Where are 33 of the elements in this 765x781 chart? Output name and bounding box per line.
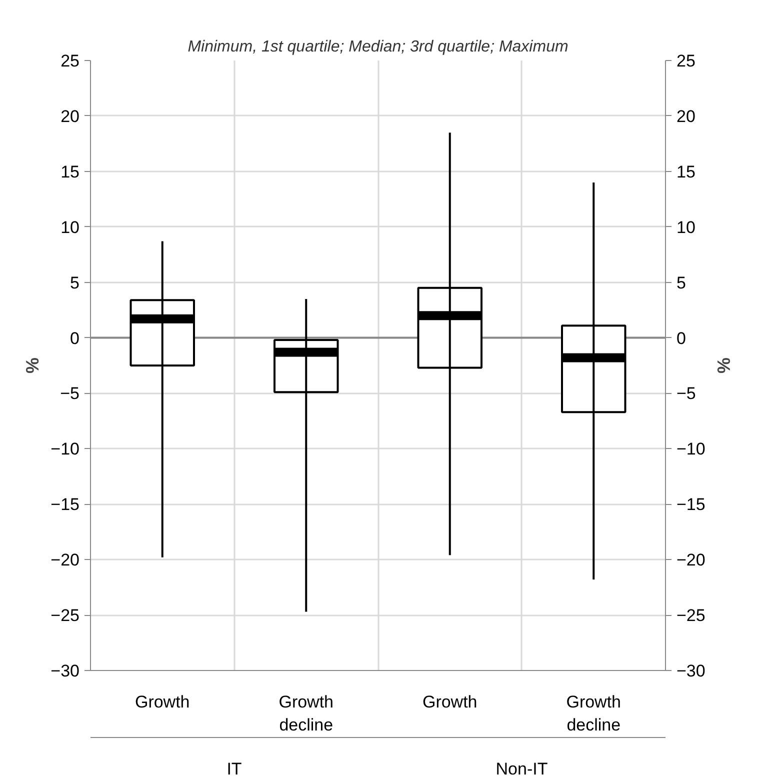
y2-axis-title: % <box>713 358 734 374</box>
y-tick-label: 20 <box>60 106 80 126</box>
y-tick-label: 15 <box>60 162 80 182</box>
y2-tick-label: −25 <box>676 606 706 626</box>
y-tick-label: −15 <box>50 495 80 514</box>
y-tick-label: −20 <box>50 550 80 570</box>
y2-tick-label: −15 <box>676 495 706 514</box>
x-tick-label: Growth <box>422 692 478 712</box>
y2-tick-label: −30 <box>676 662 706 680</box>
y2-tick-label: 20 <box>676 106 696 126</box>
y2-tick-label: 25 <box>676 52 696 70</box>
y2-tick-label: −20 <box>676 550 706 570</box>
y2-tick-label: 5 <box>676 273 686 292</box>
y2-tick-label: 10 <box>676 218 696 237</box>
y-tick-label: 25 <box>60 52 80 70</box>
chart-title: Minimum, 1st quartile; Median; 3rd quartile; Maximum <box>188 38 568 56</box>
text: Non-IT <box>496 760 548 778</box>
y2-tick-label: 15 <box>676 162 696 182</box>
text: IT <box>226 760 242 778</box>
y-tick-label: −10 <box>50 440 80 459</box>
y-tick-label: 10 <box>60 218 80 237</box>
y-axis-title: % <box>22 357 43 374</box>
y-tick-label: −25 <box>50 606 80 626</box>
y-tick-label: 5 <box>70 273 80 292</box>
x-tick-label: Growth decline <box>278 692 334 734</box>
y2-tick-label: −5 <box>676 384 696 404</box>
y-tick-label: −5 <box>60 384 80 404</box>
x-tick-label: Growth decline <box>566 692 622 734</box>
y2-tick-label: 0 <box>676 328 686 348</box>
y-tick-label: −30 <box>50 662 80 680</box>
y-tick-label: 0 <box>70 328 80 348</box>
y2-tick-label: −10 <box>676 440 706 459</box>
x-tick-label: Growth <box>134 692 190 712</box>
